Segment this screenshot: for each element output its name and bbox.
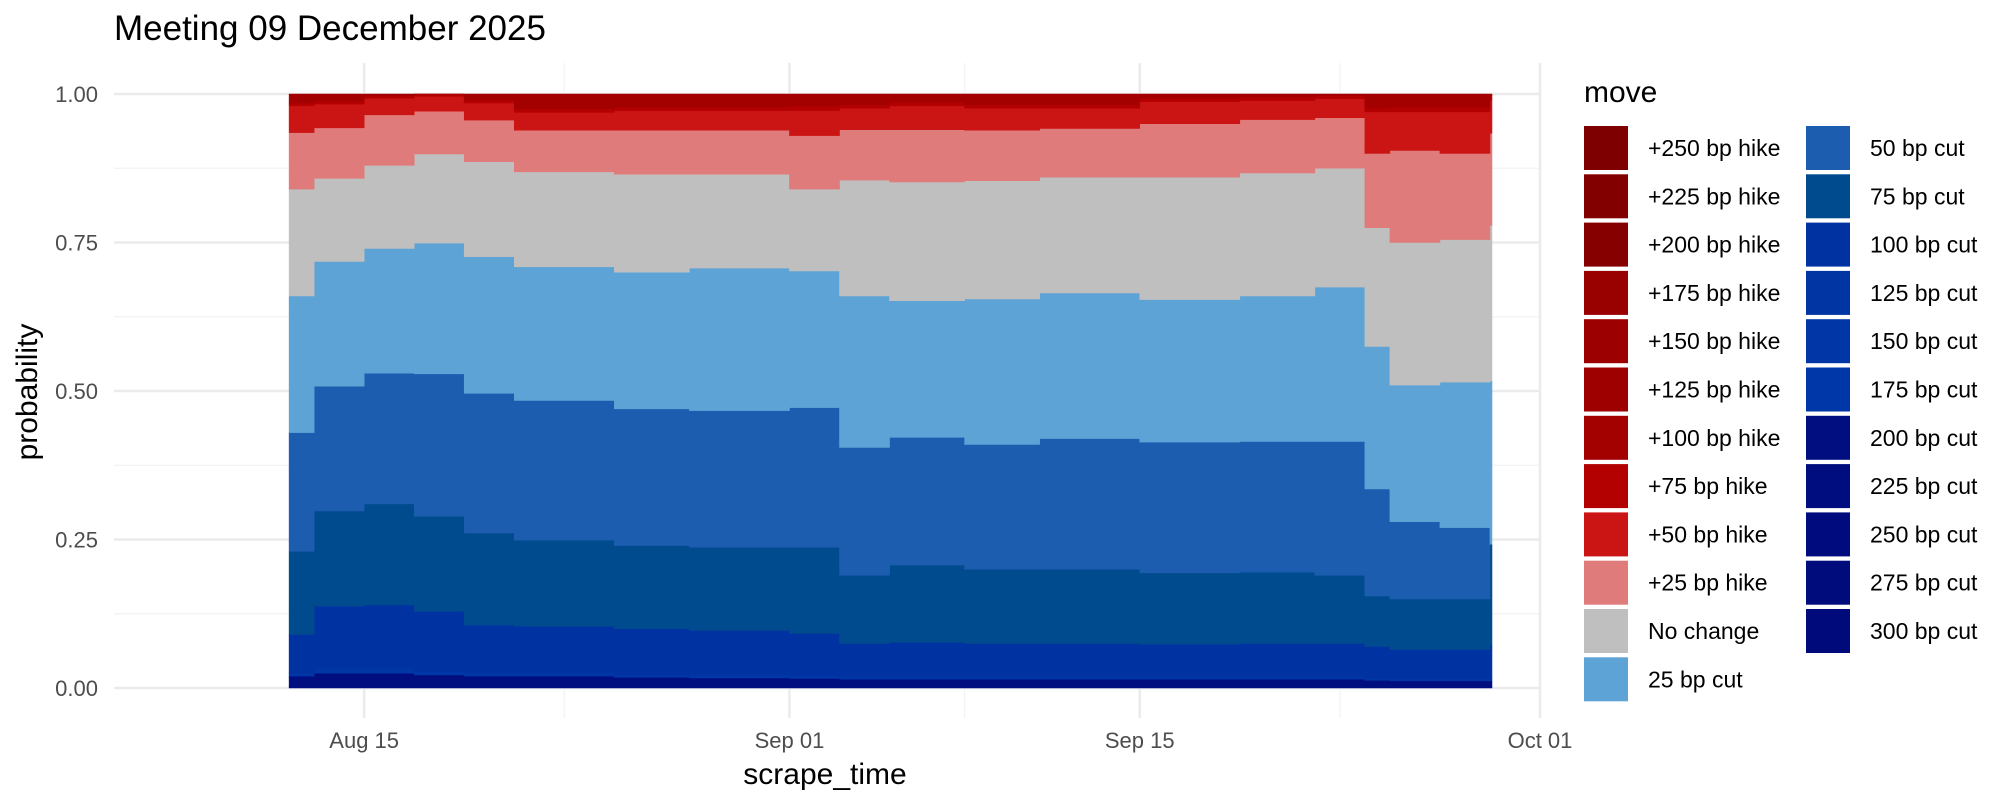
legend-swatch-plus-225-bp-hike <box>1584 174 1628 219</box>
legend-swatch-50-bp-cut <box>1806 126 1850 170</box>
legend-label-plus-175-bp-hike: +175 bp hike <box>1648 280 1780 306</box>
legend-label-25-bp-cut: 25 bp cut <box>1648 666 1743 692</box>
legend-label-plus-50-bp-hike: +50 bp hike <box>1648 521 1768 547</box>
legend-swatch-plus-175-bp-hike <box>1584 270 1628 315</box>
x-tick-label: Sep 15 <box>1105 728 1175 753</box>
legend-swatch-200-bp-cut <box>1806 415 1850 460</box>
legend-swatch-plus-200-bp-hike <box>1584 222 1628 267</box>
legend-label-50-bp-cut: 50 bp cut <box>1870 135 1965 161</box>
chart-title: Meeting 09 December 2025 <box>114 9 546 48</box>
legend-swatch-125-bp-cut <box>1806 270 1850 315</box>
legend-swatch-plus-75-bp-hike <box>1584 464 1628 509</box>
y-tick-label: 0.50 <box>55 379 98 404</box>
legend-swatch-250-bp-cut <box>1806 512 1850 557</box>
legend-swatch-plus-50-bp-hike <box>1584 512 1628 557</box>
legend-label-175-bp-cut: 175 bp cut <box>1870 377 1978 403</box>
legend-label-plus-225-bp-hike: +225 bp hike <box>1648 183 1780 209</box>
legend-swatch-25-bp-cut <box>1584 657 1628 702</box>
legend-swatch-plus-100-bp-hike <box>1584 415 1628 460</box>
legend-label-100-bp-cut: 100 bp cut <box>1870 232 1978 258</box>
legend-label-plus-150-bp-hike: +150 bp hike <box>1648 328 1780 354</box>
legend-label-plus-75-bp-hike: +75 bp hike <box>1648 473 1768 499</box>
y-tick-label: 0.25 <box>55 528 98 553</box>
legend-label-150-bp-cut: 150 bp cut <box>1870 328 1978 354</box>
x-tick-label: Sep 01 <box>755 728 825 753</box>
legend-label-200-bp-cut: 200 bp cut <box>1870 425 1978 451</box>
legend: +250 bp hike +225 bp hike +200 bp hike +175… <box>1584 126 1978 702</box>
legend-label-plus-200-bp-hike: +200 bp hike <box>1648 232 1780 258</box>
y-tick-label: 0.75 <box>55 231 98 256</box>
area-layers <box>288 93 1493 689</box>
legend-label-plus-100-bp-hike: +100 bp hike <box>1648 425 1780 451</box>
y-tick-label: 0.00 <box>55 676 98 701</box>
legend-label-275-bp-cut: 275 bp cut <box>1870 570 1978 596</box>
legend-swatch-150-bp-cut <box>1806 319 1850 364</box>
x-axis-tick-labels: Aug 15 Sep 01 Sep 15 Oct 01 <box>329 728 1572 753</box>
area-plus-100-bp-hike <box>288 93 1493 110</box>
legend-swatch-plus-250-bp-hike <box>1584 126 1628 170</box>
legend-swatch-plus-125-bp-hike <box>1584 367 1628 412</box>
legend-label-250-bp-cut: 250 bp cut <box>1870 521 1978 547</box>
legend-label-plus-25-bp-hike: +25 bp hike <box>1648 570 1768 596</box>
legend-swatch-100-bp-cut <box>1806 222 1850 267</box>
y-axis-tick-labels: 0.00 0.25 0.50 0.75 1.00 <box>55 82 98 701</box>
legend-swatch-75-bp-cut <box>1806 174 1850 219</box>
legend-label-75-bp-cut: 75 bp cut <box>1870 183 1965 209</box>
legend-swatch-plus-25-bp-hike <box>1584 560 1628 605</box>
legend-label-no-change: No change <box>1648 618 1759 644</box>
x-tick-label: Aug 15 <box>329 728 399 753</box>
legend-swatch-300-bp-cut <box>1806 609 1850 653</box>
legend-label-plus-125-bp-hike: +125 bp hike <box>1648 377 1780 403</box>
y-axis-title: probability <box>11 324 44 461</box>
legend-title: move <box>1584 76 1657 109</box>
x-tick-label: Oct 01 <box>1508 728 1573 753</box>
legend-swatch-plus-150-bp-hike <box>1584 319 1628 364</box>
legend-label-225-bp-cut: 225 bp cut <box>1870 473 1978 499</box>
legend-label-300-bp-cut: 300 bp cut <box>1870 618 1978 644</box>
y-tick-label: 1.00 <box>55 82 98 107</box>
legend-swatch-225-bp-cut <box>1806 464 1850 509</box>
x-axis-title: scrape_time <box>743 758 906 791</box>
legend-label-125-bp-cut: 125 bp cut <box>1870 280 1978 306</box>
legend-label-plus-250-bp-hike: +250 bp hike <box>1648 135 1780 161</box>
legend-swatch-275-bp-cut <box>1806 560 1850 605</box>
legend-swatch-no-change <box>1584 609 1628 653</box>
legend-swatch-175-bp-cut <box>1806 367 1850 412</box>
